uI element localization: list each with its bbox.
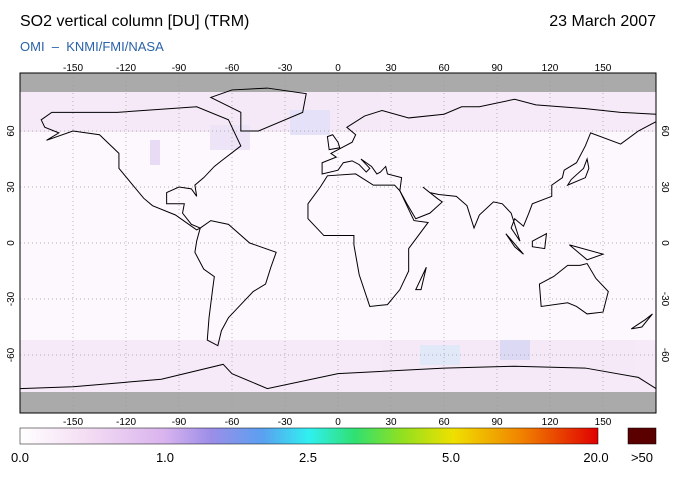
- subtitle: OMI – KNMI/FMI/NASA: [20, 39, 164, 54]
- graticule: [20, 73, 656, 413]
- lon-tick-label: 120: [542, 63, 559, 74]
- lon-tick-label: 90: [491, 417, 503, 428]
- lon-tick-label: -150: [63, 417, 83, 428]
- landmass: [194, 220, 277, 347]
- landmass: [414, 267, 427, 291]
- lon-tick-label: -90: [172, 63, 187, 74]
- colorbar-overflow: [627, 427, 657, 445]
- landmass: [566, 157, 590, 187]
- antarctica-coast: [19, 363, 657, 390]
- colorbar-label: 1.0: [156, 450, 174, 465]
- lon-tick-label: -90: [172, 417, 187, 428]
- lon-tick-label: -30: [278, 417, 293, 428]
- lat-tick-label: 60: [6, 125, 17, 137]
- lat-tick-label: -30: [659, 292, 670, 307]
- colorbar: [19, 427, 599, 445]
- colorbar-label: 0.0: [11, 450, 29, 465]
- colorbar-label: 5.0: [442, 450, 460, 465]
- title: SO2 vertical column [DU] (TRM): [20, 13, 249, 30]
- landmass: [326, 134, 341, 151]
- lon-tick-label: 150: [595, 63, 612, 74]
- landmass: [40, 106, 242, 231]
- landmass: [531, 232, 548, 250]
- landmass: [505, 233, 524, 255]
- lat-tick-label: 0: [659, 240, 670, 246]
- lon-tick-label: -120: [116, 63, 136, 74]
- date: 23 March 2007: [549, 13, 656, 30]
- landmass: [538, 262, 609, 315]
- lon-tick-label: 0: [335, 417, 341, 428]
- landmass: [307, 173, 430, 308]
- map-border: [19, 72, 657, 414]
- colorbar-label: 20.0: [583, 450, 608, 465]
- lon-tick-label: 150: [595, 417, 612, 428]
- lon-tick-label: -150: [63, 63, 83, 74]
- lat-tick-label: 30: [6, 181, 17, 193]
- lon-tick-label: 60: [438, 63, 450, 74]
- landmass: [630, 313, 653, 330]
- landmass: [569, 244, 605, 261]
- lat-tick-label: 0: [6, 240, 17, 246]
- lat-tick-label: -60: [659, 348, 670, 363]
- lon-tick-label: 0: [335, 63, 341, 74]
- landmass: [209, 87, 307, 132]
- lon-tick-label: 30: [385, 417, 397, 428]
- overflow-label: >50: [631, 450, 653, 465]
- lon-tick-label: -30: [278, 63, 293, 74]
- lat-tick-label: 60: [659, 125, 670, 137]
- lon-tick-label: -120: [116, 417, 136, 428]
- lon-tick-label: 120: [542, 417, 559, 428]
- colorbar-label: 2.5: [299, 450, 317, 465]
- lat-tick-label: -30: [6, 291, 17, 306]
- lon-tick-label: -60: [225, 417, 240, 428]
- lat-tick-label: 30: [659, 181, 670, 193]
- lat-tick-label: -60: [6, 347, 17, 362]
- lon-tick-label: 90: [491, 63, 503, 74]
- coastlines: [19, 87, 657, 390]
- lon-tick-label: 60: [438, 417, 450, 428]
- lon-tick-label: 30: [385, 63, 397, 74]
- landmass: [321, 98, 657, 242]
- lon-tick-label: -60: [225, 63, 240, 74]
